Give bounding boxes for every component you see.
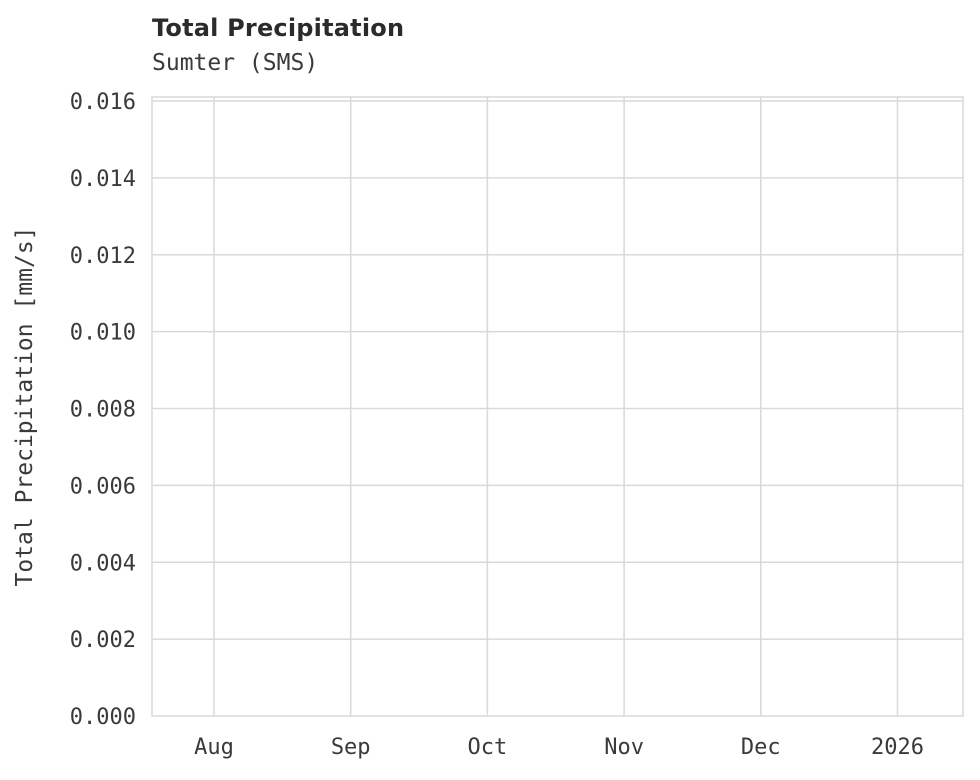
x-tick-label: Dec bbox=[741, 735, 781, 760]
y-tick-label: 0.014 bbox=[70, 167, 136, 192]
y-tick-label: 0.008 bbox=[70, 398, 136, 423]
y-tick-label: 0.004 bbox=[70, 551, 136, 576]
x-tick-label: Aug bbox=[194, 735, 234, 760]
y-tick-label: 0.000 bbox=[70, 705, 136, 730]
chart-title: Total Precipitation bbox=[152, 14, 405, 42]
x-tick-label: Oct bbox=[468, 735, 508, 760]
y-tick-label: 0.006 bbox=[70, 474, 136, 499]
y-tick-label: 0.012 bbox=[70, 244, 136, 269]
x-tick-label: 2026 bbox=[871, 735, 924, 760]
y-tick-label: 0.010 bbox=[70, 321, 136, 346]
y-tick-label: 0.016 bbox=[70, 90, 136, 115]
chart-subtitle: Sumter (SMS) bbox=[152, 50, 319, 76]
plot-border bbox=[151, 96, 964, 717]
y-axis-label: Total Precipitation [mm/s] bbox=[12, 226, 38, 586]
y-tick-label: 0.002 bbox=[70, 628, 136, 653]
x-tick-label: Nov bbox=[604, 735, 644, 760]
x-tick-label: Sep bbox=[331, 735, 371, 760]
